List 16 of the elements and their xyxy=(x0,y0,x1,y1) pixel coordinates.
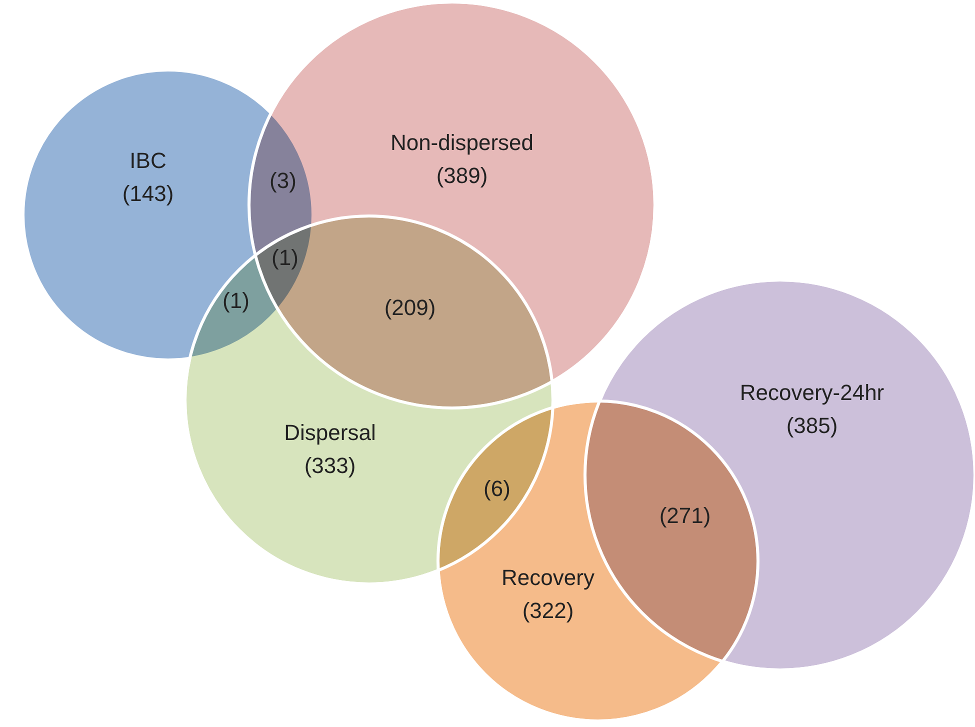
data-label: (333) xyxy=(304,453,356,478)
data-label: (143) xyxy=(122,181,174,206)
text: (1) xyxy=(272,245,298,270)
text: (271) xyxy=(659,503,711,528)
data-label: (322) xyxy=(522,598,574,623)
category-label: Dispersal xyxy=(284,420,376,445)
data-label: (389) xyxy=(436,163,488,188)
data-label: (385) xyxy=(786,413,838,438)
category-label: Recovery-24hr xyxy=(740,380,884,405)
text: (1) xyxy=(222,288,250,313)
category-label: IBC xyxy=(130,148,166,173)
category-label: Non-dispersed xyxy=(390,130,534,155)
text: (3) xyxy=(270,168,296,193)
category-label: Recovery xyxy=(502,565,594,590)
text: (6) xyxy=(484,476,510,501)
text: (209) xyxy=(384,295,436,320)
